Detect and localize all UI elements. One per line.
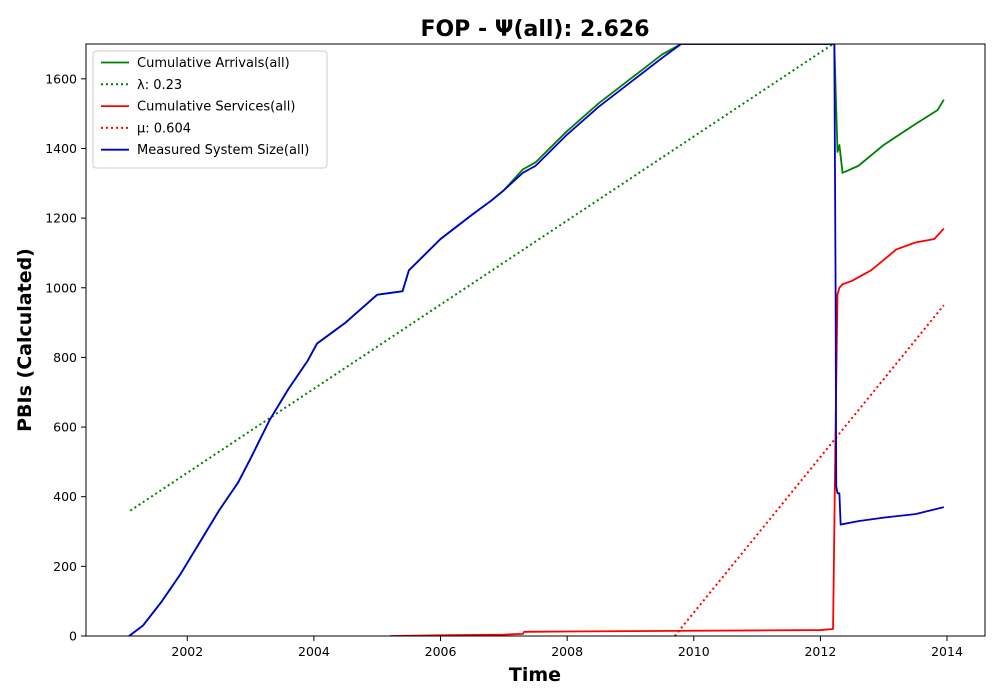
- x-tick-label: 2006: [425, 644, 457, 659]
- y-axis-label: PBIs (Calculated): [14, 248, 36, 432]
- y-tick-label: 1200: [45, 211, 77, 226]
- y-tick-label: 1600: [45, 71, 77, 86]
- y-tick-label: 200: [53, 559, 77, 574]
- y-tick-label: 0: [69, 629, 77, 644]
- plot-frame: [85, 43, 986, 637]
- x-tick-label: 2010: [678, 644, 710, 659]
- series-line-1: [129, 44, 834, 512]
- legend-label-0: Cumulative Arrivals(all): [137, 56, 290, 71]
- y-tick-label: 600: [53, 420, 77, 435]
- x-tick-label: 2012: [804, 644, 836, 659]
- series-line-3: [674, 304, 945, 636]
- legend: Cumulative Arrivals(all) λ: 0.23 Cumulativ…: [92, 50, 328, 169]
- y-tick-label: 1000: [45, 280, 77, 295]
- x-tick-label: 2008: [551, 644, 583, 659]
- legend-label-3: μ: 0.604: [137, 121, 191, 136]
- legend-label-4: Measured System Size(all): [137, 143, 309, 158]
- series-line-2: [389, 227, 945, 636]
- y-tick-label: 800: [53, 350, 77, 365]
- legend-box: [92, 50, 328, 169]
- series-line-4: [128, 44, 945, 636]
- x-tick-label: 2014: [931, 644, 963, 659]
- x-axis-label: Time: [509, 664, 561, 686]
- chart-title: FOP - Ψ(all): 2.626: [420, 17, 649, 42]
- y-tick-label: 400: [53, 489, 77, 504]
- series-layer: [128, 44, 945, 636]
- x-tick-label: 2002: [171, 644, 203, 659]
- x-tick-label: 2004: [298, 644, 330, 659]
- legend-label-1: λ: 0.23: [137, 78, 182, 93]
- axes-layer: 2002 2004 2006 2008 2010 2012 2014 0 200 400 600 80…: [45, 71, 963, 659]
- legend-label-2: Cumulative Services(all): [137, 100, 295, 115]
- y-tick-label: 1400: [45, 141, 77, 156]
